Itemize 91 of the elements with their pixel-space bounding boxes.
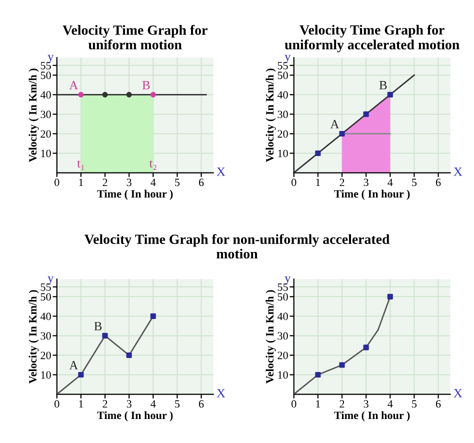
y-tick-label: 40	[277, 312, 288, 320]
point	[78, 372, 84, 378]
y-tick-label: 20	[278, 130, 288, 138]
y-tick-label: 20	[278, 352, 288, 360]
x-axis-title: Time ( In hour )	[334, 190, 410, 200]
chart-title: Velocity Time Graph for uniform motion	[62, 24, 208, 50]
x-tick-label: 3	[126, 178, 132, 186]
point	[387, 294, 393, 300]
x-tick-label: 0	[54, 178, 60, 186]
annotation: t₁	[77, 160, 84, 170]
x-tick-label: 6	[436, 400, 441, 408]
x-tick-label: 1	[79, 178, 84, 186]
y-axis-title: Velocity ( In Km/h )	[266, 68, 276, 162]
point	[387, 92, 393, 98]
x-tick-label: 3	[364, 178, 368, 186]
text: y	[284, 276, 291, 285]
y-tick-label: 55	[278, 283, 288, 291]
text: X	[216, 389, 226, 398]
point	[150, 313, 156, 319]
x-tick-label: 0	[292, 400, 296, 408]
y-tick-label: 55	[40, 283, 51, 291]
x-tick-label: 0	[54, 400, 60, 408]
point	[339, 130, 345, 137]
y-tick-label: 30	[40, 110, 51, 118]
x-tick-label: 6	[198, 178, 204, 186]
annotation: t₂	[149, 160, 156, 170]
point	[315, 372, 321, 378]
y-tick-label: 10	[41, 150, 51, 158]
y-tick-label: 55	[40, 62, 51, 70]
y-tick-label: 30	[40, 332, 51, 340]
x-tick-label: 1	[316, 400, 320, 408]
y-tick-label: 55	[278, 62, 288, 70]
x-tick-label: 5	[412, 400, 417, 408]
point	[126, 352, 132, 358]
annotation: B	[142, 81, 150, 90]
y-tick-label: 50	[278, 72, 288, 80]
y-tick-label: 40	[277, 91, 288, 99]
x-tick-label: 5	[412, 178, 417, 186]
y-tick-label: 50	[40, 72, 51, 80]
text: y	[48, 54, 54, 64]
x-tick-label: 4	[388, 400, 393, 408]
annotation: B	[94, 322, 102, 330]
x-tick-label: 6	[436, 178, 441, 186]
annotation: A	[69, 361, 78, 370]
x-tick-label: 4	[150, 400, 156, 408]
x-tick-label: 5	[175, 178, 180, 186]
x-tick-label: 2	[102, 400, 108, 408]
y-tick-label: 50	[278, 293, 288, 301]
x-tick-label: 4	[388, 178, 393, 186]
x-tick-label: 2	[102, 178, 108, 186]
x-tick-label: 5	[175, 400, 180, 408]
text: X	[216, 168, 226, 176]
x-tick-label: 3	[126, 400, 132, 408]
text: y	[284, 54, 291, 64]
x-tick-label: 3	[364, 400, 368, 408]
y-tick-label: 30	[278, 332, 288, 340]
x-axis-title: Time ( In hour )	[97, 190, 173, 200]
y-tick-label: 10	[278, 150, 288, 158]
chart-title: Velocity Time Graph for non-uniformly accelerated motion	[84, 234, 390, 259]
y-axis-title: Velocity ( In Km/h )	[28, 290, 39, 384]
y-tick-label: 50	[40, 293, 51, 301]
x-axis-title: Time ( In hour )	[334, 411, 410, 422]
y-tick-label: 20	[40, 352, 51, 360]
x-axis-title: Time ( In hour )	[97, 411, 173, 422]
point	[315, 150, 321, 156]
x-tick-label: 1	[316, 178, 320, 186]
annotation: A	[330, 120, 340, 128]
x-tick-label: 6	[198, 400, 204, 408]
annotation: B	[379, 81, 387, 90]
text: y	[48, 276, 54, 285]
x-tick-label: 1	[79, 400, 84, 408]
point	[339, 362, 345, 368]
x-tick-label: 4	[150, 178, 156, 186]
y-axis-title: Velocity ( In Km/h )	[266, 290, 276, 384]
x-tick-label: 0	[292, 178, 296, 186]
x-tick-label: 2	[340, 178, 344, 186]
annotation: A	[69, 80, 78, 90]
y-tick-label: 40	[40, 312, 51, 320]
text: X	[454, 389, 462, 398]
chart-title: Velocity Time Graph for uniformly accelerated motion	[284, 24, 460, 52]
point	[102, 332, 108, 338]
y-tick-label: 10	[41, 371, 51, 379]
y-tick-label: 10	[278, 371, 288, 379]
y-tick-label: 30	[278, 110, 288, 118]
y-tick-label: 40	[40, 91, 51, 99]
x-tick-label: 2	[340, 400, 344, 408]
y-axis-title: Velocity ( In Km/h )	[28, 68, 39, 162]
text: X	[454, 168, 462, 176]
point	[363, 111, 369, 117]
y-tick-label: 20	[40, 130, 51, 138]
point	[363, 344, 369, 350]
